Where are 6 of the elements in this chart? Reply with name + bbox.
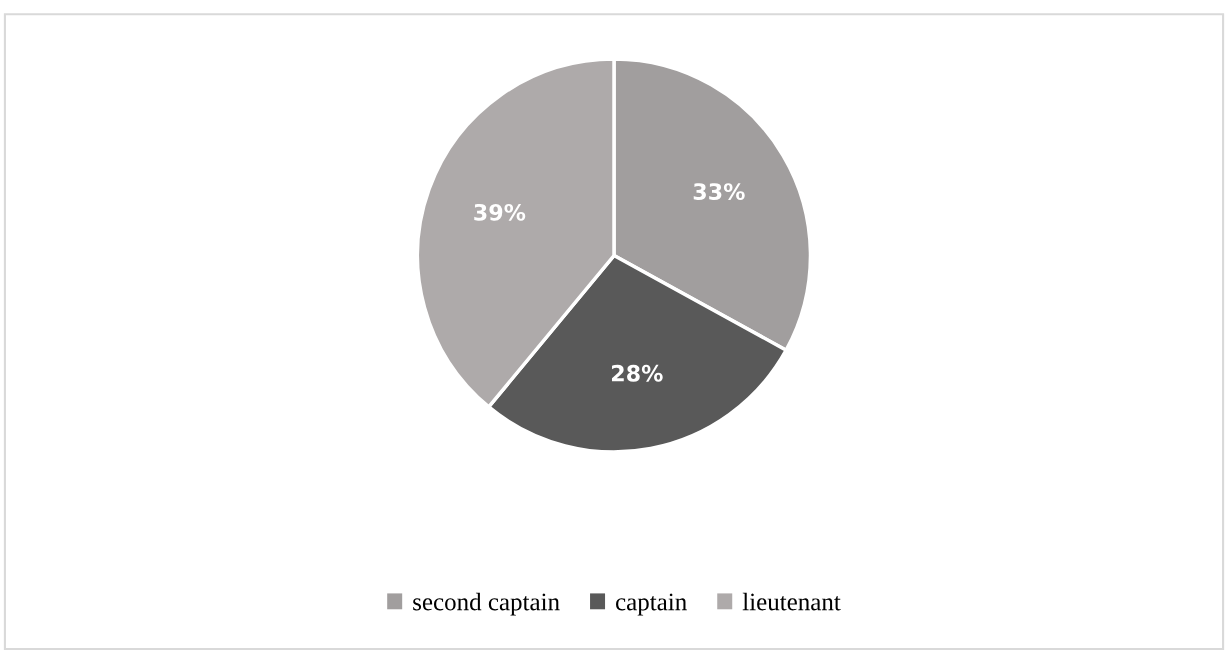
legend-label: second captain — [413, 592, 560, 616]
data-label: 28% — [611, 364, 663, 382]
data-label: 33% — [693, 183, 745, 200]
data-label: 39% — [474, 203, 526, 221]
legend-label: lieutenant — [742, 592, 841, 611]
legend-label: captain — [616, 593, 687, 616]
